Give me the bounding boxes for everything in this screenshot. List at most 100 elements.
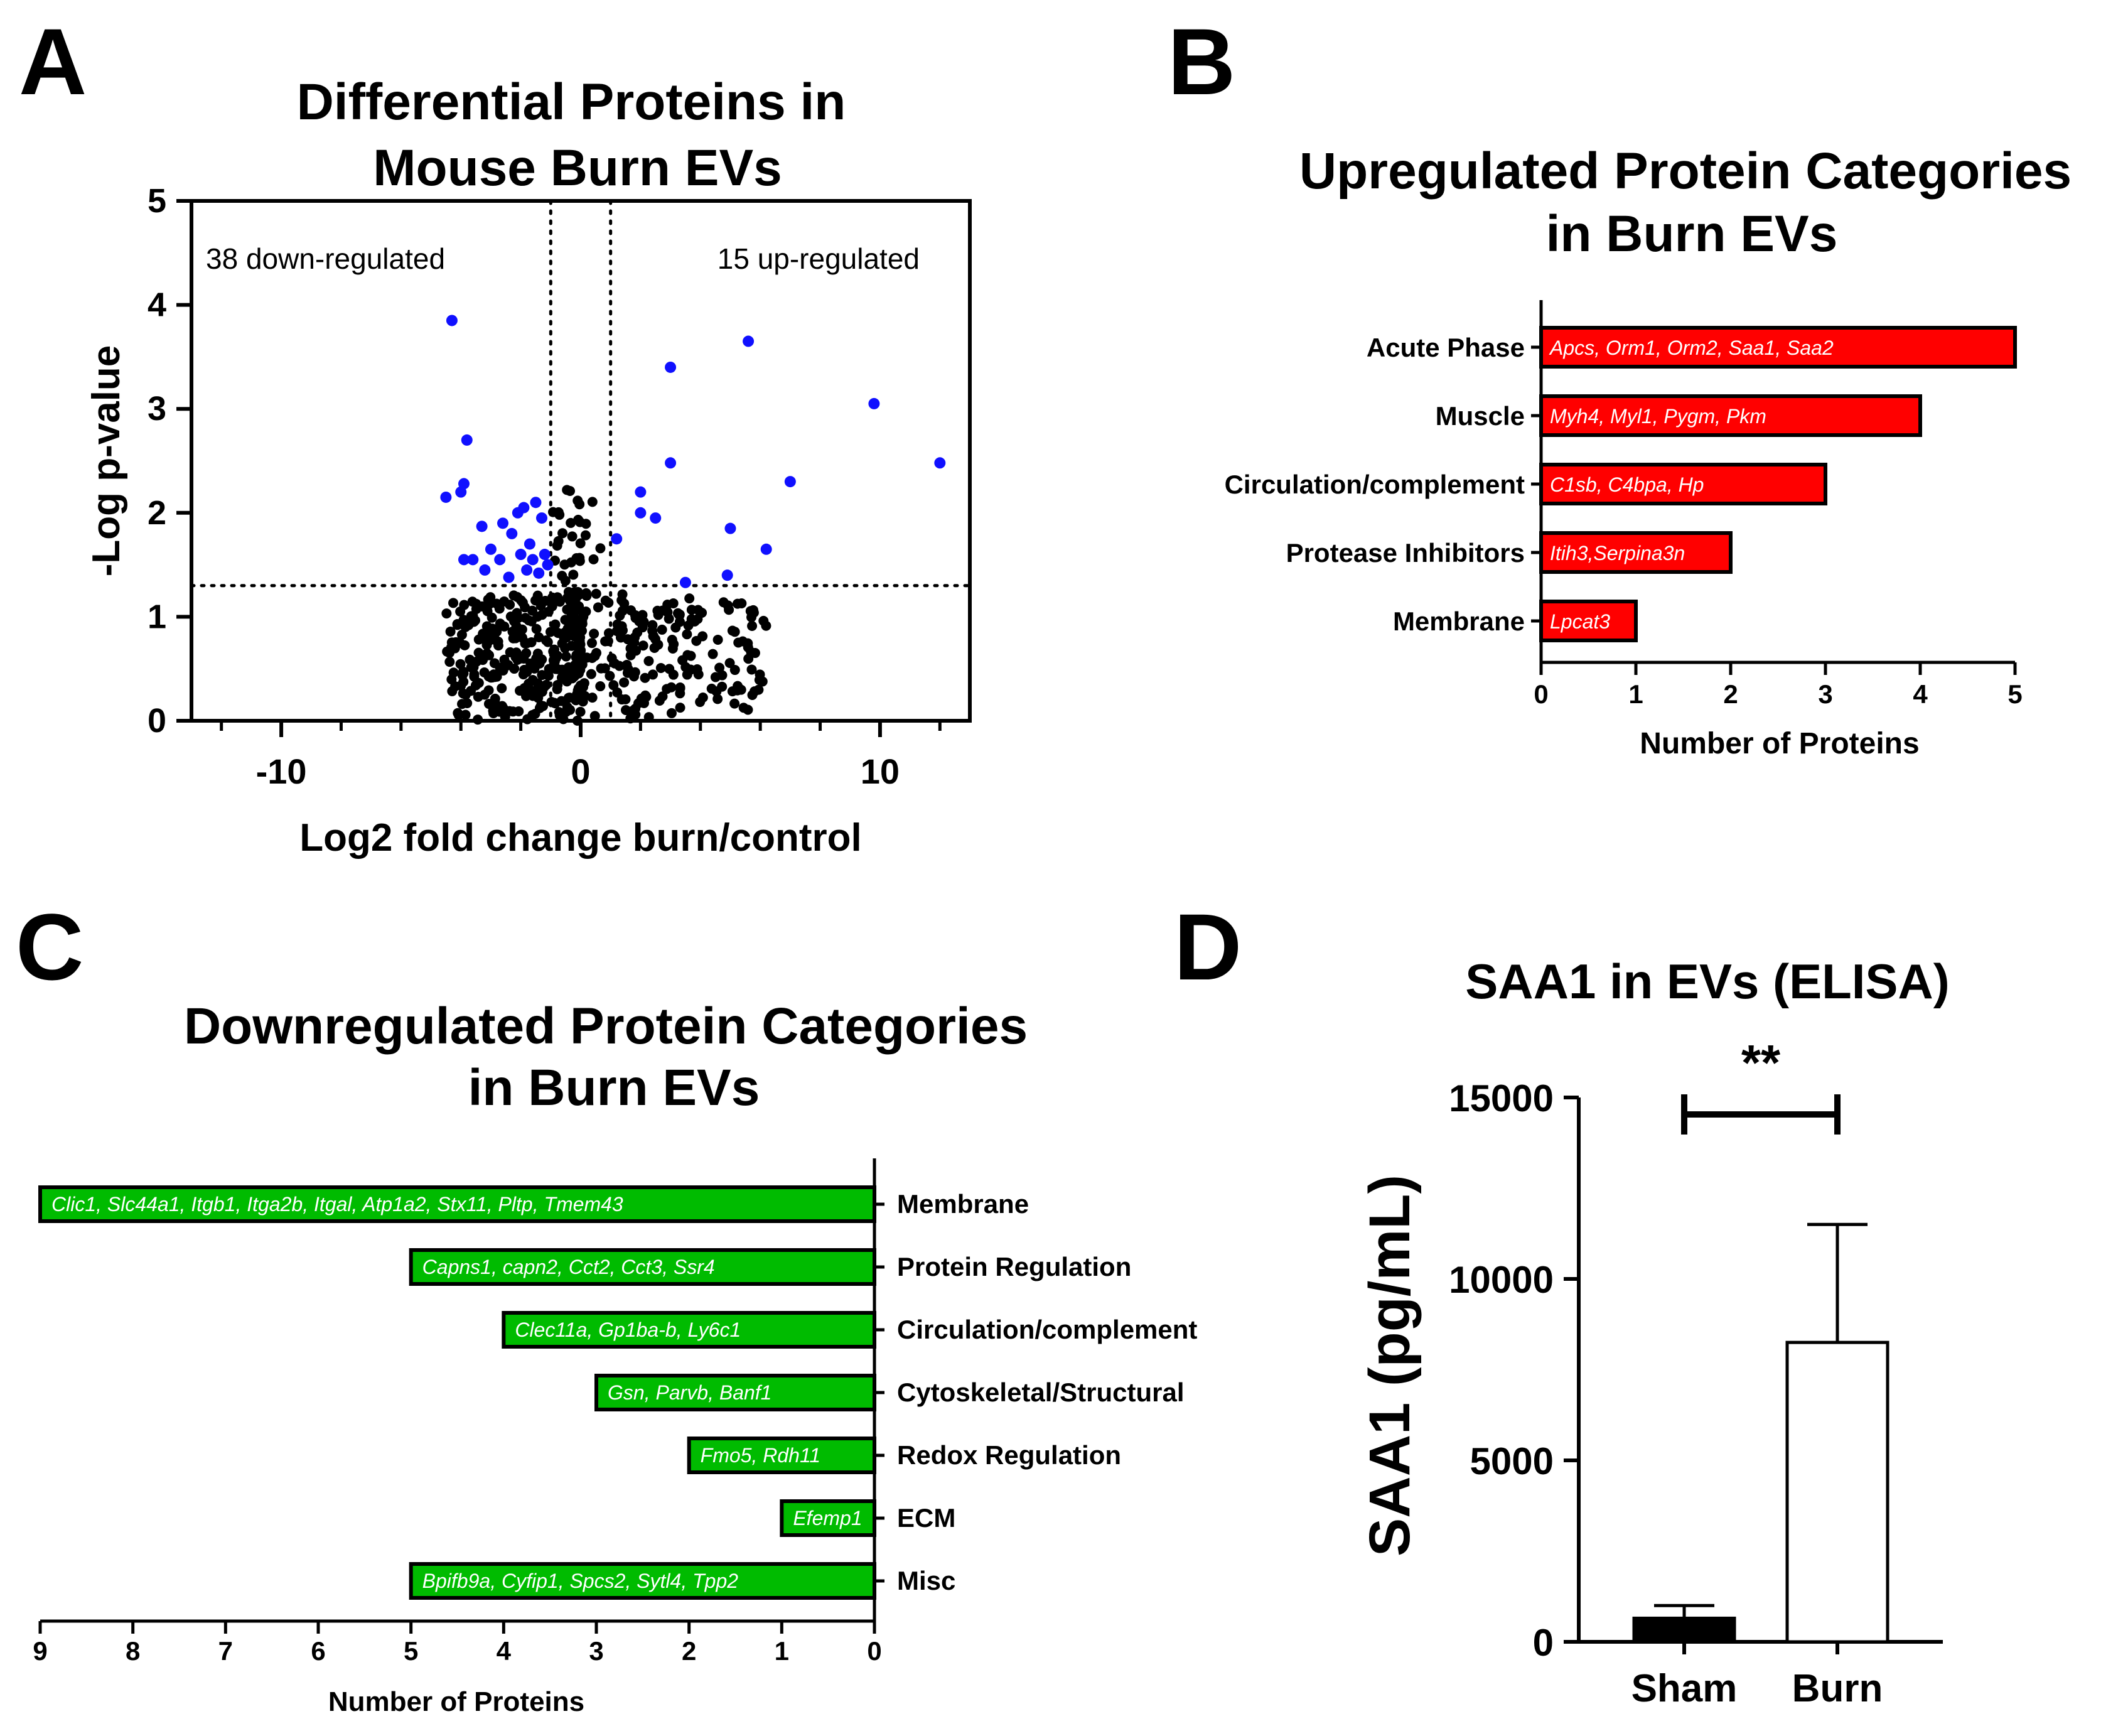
down-chart-bar-label: Bpifb9a, Cyfip1, Spcs2, Sytl4, Tpp2: [422, 1570, 739, 1592]
volcano-point-significant: [721, 569, 733, 581]
down-chart-bar: [502, 1311, 876, 1349]
volcano-point-ns: [542, 637, 553, 647]
volcano-point-significant: [542, 559, 554, 571]
volcano-point-ns: [448, 598, 459, 608]
volcano-point-ns: [531, 623, 542, 634]
elisa-y-tick-label: 15000: [1449, 1077, 1554, 1119]
down-chart-category-label: ECM: [897, 1503, 955, 1533]
up-chart-x-tick-label: 5: [2007, 679, 2022, 709]
volcano-point-ns: [549, 698, 559, 708]
volcano-point-ns: [733, 681, 743, 691]
volcano-point-significant: [506, 527, 518, 539]
down-chart-category-label: Membrane: [897, 1189, 1029, 1219]
down-chart-category-label: Circulation/complement: [897, 1315, 1197, 1344]
down-chart-bar-label: Efemp1: [793, 1507, 862, 1529]
down-chart-category-label: Misc: [897, 1566, 955, 1595]
volcano-point-ns: [456, 629, 467, 640]
volcano-point-significant: [760, 543, 772, 555]
volcano-point-ns: [486, 612, 497, 623]
volcano-point-ns: [531, 653, 542, 664]
saa1-elisa-chart: SAA1 in EVs (ELISA) 0 5000 10000 15000 Sham B…: [1358, 954, 1950, 1710]
volcano-point-ns: [586, 638, 597, 649]
down-chart-bar: [687, 1437, 876, 1474]
volcano-point-ns: [567, 531, 578, 542]
elisa-y-tick-label: 5000: [1470, 1440, 1554, 1482]
elisa-y-tick-label: 10000: [1449, 1259, 1554, 1301]
volcano-point-significant: [536, 512, 547, 524]
volcano-point-ns: [736, 598, 747, 608]
volcano-point-ns: [574, 553, 585, 563]
panel-label-d: D: [1174, 894, 1242, 1000]
elisa-bar: [1785, 1340, 1889, 1644]
volcano-point-ns: [499, 621, 510, 632]
volcano-point-ns: [572, 495, 583, 506]
volcano-point-ns: [452, 620, 463, 630]
volcano-point-ns: [557, 528, 568, 539]
up-chart-bar-label: C1sb, C4bpa, Hp: [1550, 473, 1704, 496]
volcano-point-significant: [539, 549, 551, 561]
volcano-x-tick-label: 0: [571, 752, 590, 791]
volcano-point-ns: [595, 543, 606, 554]
volcano-point-ns: [586, 669, 596, 679]
panel-label-a: A: [19, 9, 87, 114]
volcano-point-ns: [495, 704, 505, 715]
volcano-point-ns: [572, 685, 583, 696]
down-chart-x-tick-label: 5: [404, 1636, 418, 1666]
volcano-y-tick-label: 3: [148, 390, 166, 428]
volcano-point-ns: [554, 707, 564, 718]
volcano-point-ns: [445, 626, 456, 637]
down-chart-x-tick-label: 8: [126, 1636, 140, 1666]
volcano-point-ns: [562, 604, 572, 615]
volcano-point-ns: [513, 613, 524, 623]
volcano-point-ns: [571, 652, 581, 662]
volcano-point-ns: [652, 605, 663, 616]
up-chart-bar: [1539, 394, 1922, 437]
volcano-point-ns: [497, 683, 507, 694]
elisa-significance-stars: **: [1741, 1035, 1781, 1091]
down-chart-x-tick-label: 2: [682, 1636, 696, 1666]
volcano-point-ns: [589, 711, 600, 721]
volcano-point-significant: [530, 497, 542, 509]
down-chart-title-line1: Downregulated Protein Categories: [184, 998, 1028, 1055]
volcano-point-ns: [657, 624, 667, 635]
volcano-point-ns: [493, 640, 503, 651]
volcano-x-tick-label: 10: [861, 752, 900, 791]
down-chart-x-tick-label: 3: [589, 1636, 603, 1666]
down-chart-x-axis-label: Number of Proteins: [328, 1686, 584, 1717]
volcano-point-ns: [664, 613, 674, 624]
volcano-point-ns: [595, 681, 606, 692]
volcano-point-ns: [441, 608, 452, 619]
volcano-point-ns: [565, 596, 576, 607]
volcano-point-ns: [614, 660, 625, 671]
volcano-point-ns: [539, 681, 550, 692]
volcano-point-ns: [685, 650, 696, 661]
volcano-point-ns: [517, 686, 527, 696]
volcano-point-ns: [580, 530, 591, 541]
down-chart-x-tick-label: 6: [311, 1636, 325, 1666]
volcano-point-ns: [747, 621, 758, 632]
volcano-point-significant: [868, 397, 880, 409]
volcano-point-ns: [466, 662, 476, 672]
downregulated-bar-chart: Downregulated Protein Categories in Burn…: [33, 998, 1197, 1717]
down-chart-bar-label: Fmo5, Rdh11: [701, 1444, 821, 1467]
volcano-point-ns: [561, 651, 571, 662]
volcano-point-ns: [489, 631, 500, 642]
volcano-point-ns: [617, 589, 628, 600]
volcano-point-ns: [538, 701, 549, 711]
volcano-point-ns: [489, 658, 500, 669]
volcano-point-ns: [565, 704, 576, 715]
volcano-point-ns: [455, 659, 466, 669]
volcano-point-ns: [459, 600, 470, 610]
volcano-x-tick-label: -10: [256, 752, 307, 791]
up-chart-bar-label: Lpcat3: [1550, 610, 1610, 633]
volcano-point-ns: [653, 639, 664, 650]
volcano-point-ns: [575, 538, 586, 549]
up-chart-bar-label: Myh4, Myl1, Pygm, Pkm: [1550, 405, 1766, 428]
volcano-point-ns: [456, 681, 466, 691]
volcano-point-significant: [503, 571, 515, 583]
volcano-point-ns: [527, 605, 538, 616]
volcano-point-ns: [508, 590, 519, 601]
volcano-point-significant: [743, 335, 755, 347]
up-chart-category-label: Circulation/complement: [1225, 470, 1525, 499]
volcano-point-ns: [638, 698, 649, 708]
